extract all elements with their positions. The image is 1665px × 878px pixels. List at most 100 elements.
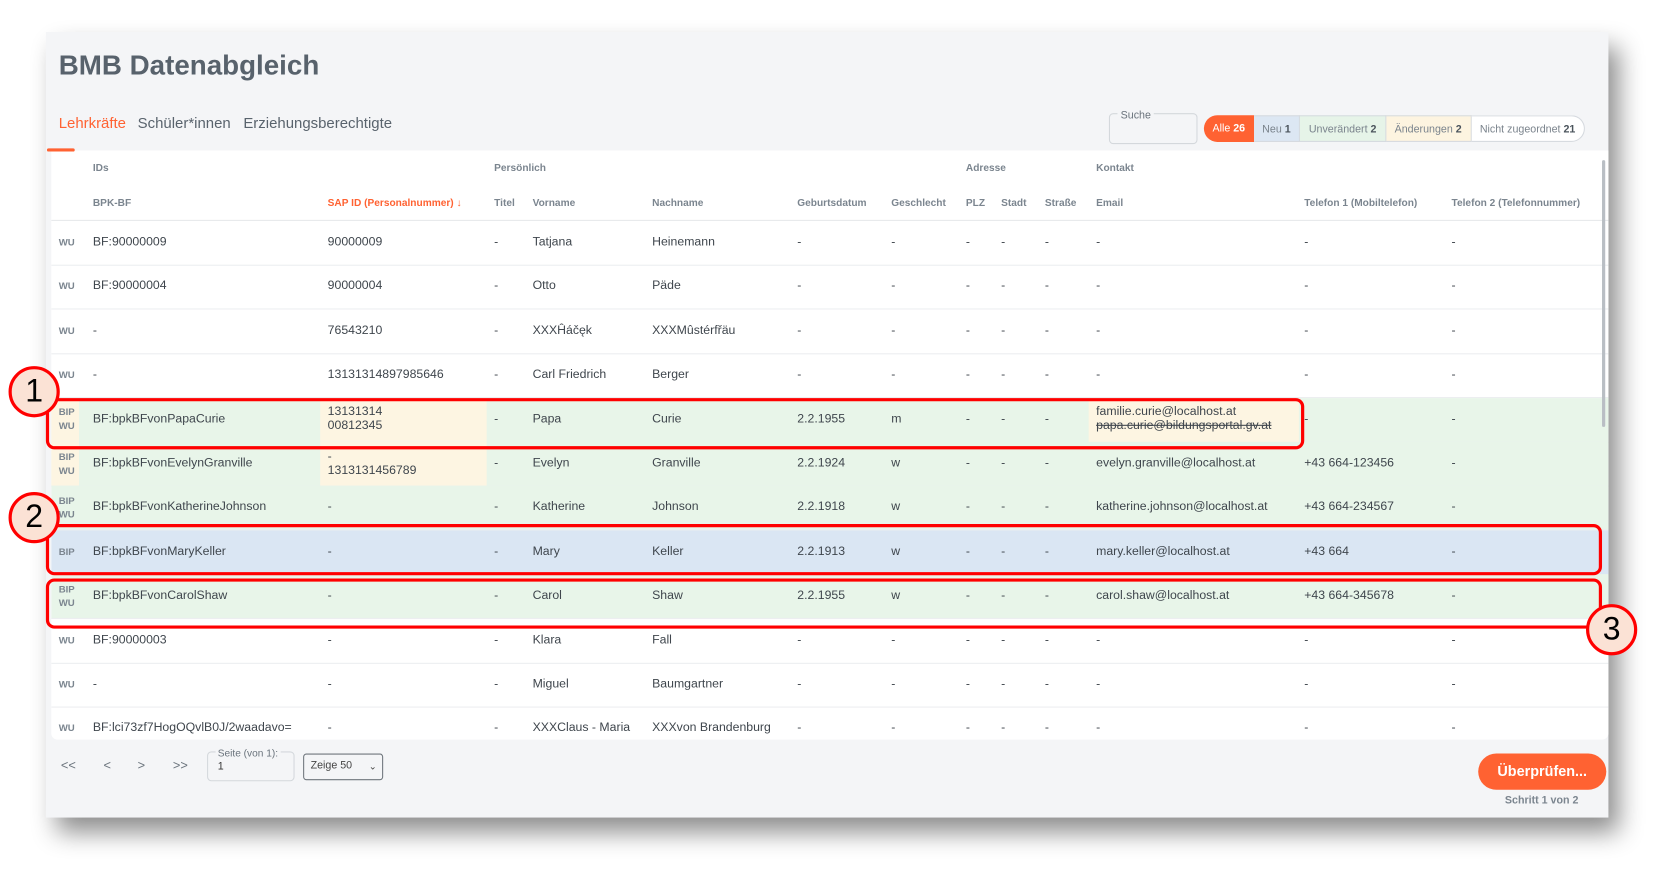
column-header-bpk[interactable]: BPK-BF bbox=[92, 197, 132, 210]
cell-email: evelyn.granville@localhost.at bbox=[1096, 442, 1255, 486]
cell-line: carol.shaw@localhost.at bbox=[1096, 589, 1230, 603]
cell-tel2: - bbox=[1451, 500, 1456, 514]
column-header-geschlecht[interactable]: Geschlecht bbox=[891, 197, 946, 210]
cell-line: - bbox=[1096, 677, 1101, 691]
tab-schueler[interactable]: Schüler*innen bbox=[137, 114, 231, 132]
column-header-titel[interactable]: Titel bbox=[494, 197, 515, 210]
cell-tel1: - bbox=[1304, 412, 1309, 426]
cell-geschlecht: - bbox=[891, 721, 896, 735]
cell-titel: - bbox=[494, 545, 499, 558]
column-header-sap[interactable]: SAP ID (Personalnummer) ↓ bbox=[327, 197, 462, 210]
cell-titel: - bbox=[494, 633, 499, 647]
cell-strasse: - bbox=[1044, 589, 1049, 603]
cell-titel: - bbox=[494, 677, 499, 691]
cell-line: - bbox=[327, 449, 332, 463]
cell-tag: WU bbox=[59, 221, 75, 265]
cell-nachname: Päde bbox=[652, 280, 681, 293]
table-row[interactable]: WU - 76543210 - XXXĤáčęk XXXMûstérfřäu - - - - - - -… bbox=[51, 309, 1609, 355]
cell-tag: BIP bbox=[59, 530, 75, 574]
cell-geb: - bbox=[797, 633, 802, 647]
cell-tel2: - bbox=[1451, 412, 1456, 426]
cell-tel2: - bbox=[1451, 633, 1456, 647]
table-row[interactable]: WU - - - Miguel Baumgartner - - - - - - - - bbox=[51, 663, 1609, 708]
cell-vorname: Carol bbox=[532, 589, 562, 603]
cell-nachname: XXXvon Brandenburg bbox=[652, 721, 771, 735]
column-header-strasse[interactable]: Straße bbox=[1044, 197, 1077, 210]
first-page-button[interactable]: << bbox=[60, 757, 76, 773]
cell-nachname: Curie bbox=[652, 412, 682, 426]
filter-nicht-zugeordnet[interactable]: Nicht zugeordnet 21 bbox=[1471, 115, 1585, 142]
page-title: BMB Datenabgleich bbox=[58, 49, 320, 82]
cell-plz: - bbox=[965, 721, 971, 735]
last-page-button[interactable]: >> bbox=[172, 757, 188, 773]
cell-vorname: XXXĤáčęk bbox=[532, 324, 592, 338]
cell-tel2: - bbox=[1451, 677, 1456, 691]
cell-tel2: - bbox=[1451, 545, 1456, 558]
tab-lehrkraefte[interactable]: Lehrkräfte bbox=[58, 114, 126, 132]
column-header-nachname[interactable]: Nachname bbox=[652, 197, 704, 210]
cell-nachname: Baumgartner bbox=[652, 677, 724, 691]
column-header-email[interactable]: Email bbox=[1096, 197, 1124, 210]
annotation-box-1 bbox=[45, 398, 1305, 450]
cell-vorname: Papa bbox=[532, 412, 562, 426]
cell-nachname: Shaw bbox=[652, 589, 683, 603]
filter-label: Neu bbox=[1262, 123, 1282, 136]
column-header-tel1[interactable]: Telefon 1 (Mobiltelefon) bbox=[1304, 197, 1418, 210]
cell-tel2: - bbox=[1451, 368, 1456, 382]
cell-stadt: - bbox=[1001, 235, 1006, 249]
cell-line: 90000004 bbox=[327, 280, 383, 293]
prev-page-button[interactable]: < bbox=[103, 757, 112, 773]
cell-line: - bbox=[1096, 324, 1101, 338]
review-button[interactable]: Überprüfen... bbox=[1478, 753, 1607, 790]
page-value: 1 bbox=[217, 760, 224, 773]
data-table: IDs Persönlich Adresse Kontakt BPK-BF SAP… bbox=[51, 150, 1609, 740]
cell-line: WU bbox=[58, 597, 75, 609]
filter-label: Alle bbox=[1212, 122, 1231, 135]
column-header-geb[interactable]: Geburtsdatum bbox=[797, 197, 867, 210]
filter-neu[interactable]: Neu 1 bbox=[1253, 115, 1301, 142]
page-size-select[interactable]: Zeige 50 ⌄ bbox=[303, 753, 384, 781]
cell-strasse: - bbox=[1044, 368, 1049, 382]
column-header-vorname[interactable]: Vorname bbox=[532, 197, 576, 210]
column-header-tel2[interactable]: Telefon 2 (Telefonnummer) bbox=[1451, 197, 1581, 210]
cell-strasse: - bbox=[1044, 280, 1049, 293]
filter-label: Unverändert bbox=[1308, 123, 1368, 136]
table-row[interactable]: BIP WU BF:bpkBFvonCarolShaw - - Carol Shaw 2.2.… bbox=[51, 574, 1609, 620]
next-page-button[interactable]: > bbox=[137, 757, 146, 773]
cell-line: 76543210 bbox=[327, 324, 383, 338]
cell-titel: - bbox=[494, 721, 499, 735]
column-header-plz[interactable]: PLZ bbox=[965, 197, 986, 210]
cell-geb: 2.2.1955 bbox=[797, 589, 846, 603]
cell-strasse: - bbox=[1044, 412, 1049, 426]
active-tab-indicator bbox=[46, 148, 75, 152]
cell-geb: - bbox=[797, 280, 802, 293]
filter-alle[interactable]: Alle 26 bbox=[1203, 115, 1254, 142]
table-row[interactable]: WU BF:90000009 90000009 - Tatjana Heinemann - -… bbox=[51, 221, 1609, 266]
header-divider bbox=[51, 219, 1609, 221]
cell-plz: - bbox=[965, 633, 971, 647]
cell-line: 00812345 bbox=[327, 419, 383, 433]
cell-geb: 2.2.1913 bbox=[797, 545, 846, 558]
table-row[interactable]: BIP BF:bpkBFvonMaryKeller - - Mary Keller 2.2.… bbox=[51, 530, 1609, 576]
table-row[interactable]: WU BF:90000004 90000004 - Otto Päde - - - - - - - - bbox=[51, 265, 1609, 310]
tab-erziehungsberechtigte[interactable]: Erziehungsberechtigte bbox=[243, 114, 393, 132]
cell-vorname: XXXClaus - Maria bbox=[532, 721, 631, 735]
cell-stadt: - bbox=[1001, 368, 1006, 382]
cell-tel2: - bbox=[1451, 721, 1456, 735]
filter-unveraendert[interactable]: Unverändert 2 bbox=[1300, 115, 1387, 142]
cell-sap: - bbox=[328, 619, 332, 663]
table-row[interactable]: WU BF:90000003 - - Klara Fall - - - - - - - - bbox=[51, 619, 1609, 664]
filter-aenderungen[interactable]: Änderungen 2 bbox=[1386, 115, 1472, 142]
column-header-stadt[interactable]: Stadt bbox=[1001, 197, 1027, 210]
table-row[interactable]: WU BF:lci73zf7HogOQvlB0J/2waadavo= - - XXXCl… bbox=[51, 707, 1608, 740]
filter-count: 2 bbox=[1455, 123, 1462, 136]
table-row[interactable]: BIP WU BF:bpkBFvonEvelynGranville -13131314… bbox=[51, 441, 1609, 487]
table-row[interactable]: WU - 13131314897985646 - Carl Friedrich Berge… bbox=[51, 353, 1609, 399]
cell-geschlecht: w bbox=[891, 589, 901, 603]
table-row[interactable]: BIP WU BF:bpkBFvonPapaCurie 13131314 0081234… bbox=[51, 397, 1609, 443]
table-scrollbar[interactable] bbox=[1602, 160, 1606, 427]
cell-plz: - bbox=[965, 677, 971, 691]
cell-plz: - bbox=[965, 456, 971, 470]
cell-line: BIP bbox=[58, 583, 75, 595]
cell-vorname: Carl Friedrich bbox=[532, 368, 607, 382]
